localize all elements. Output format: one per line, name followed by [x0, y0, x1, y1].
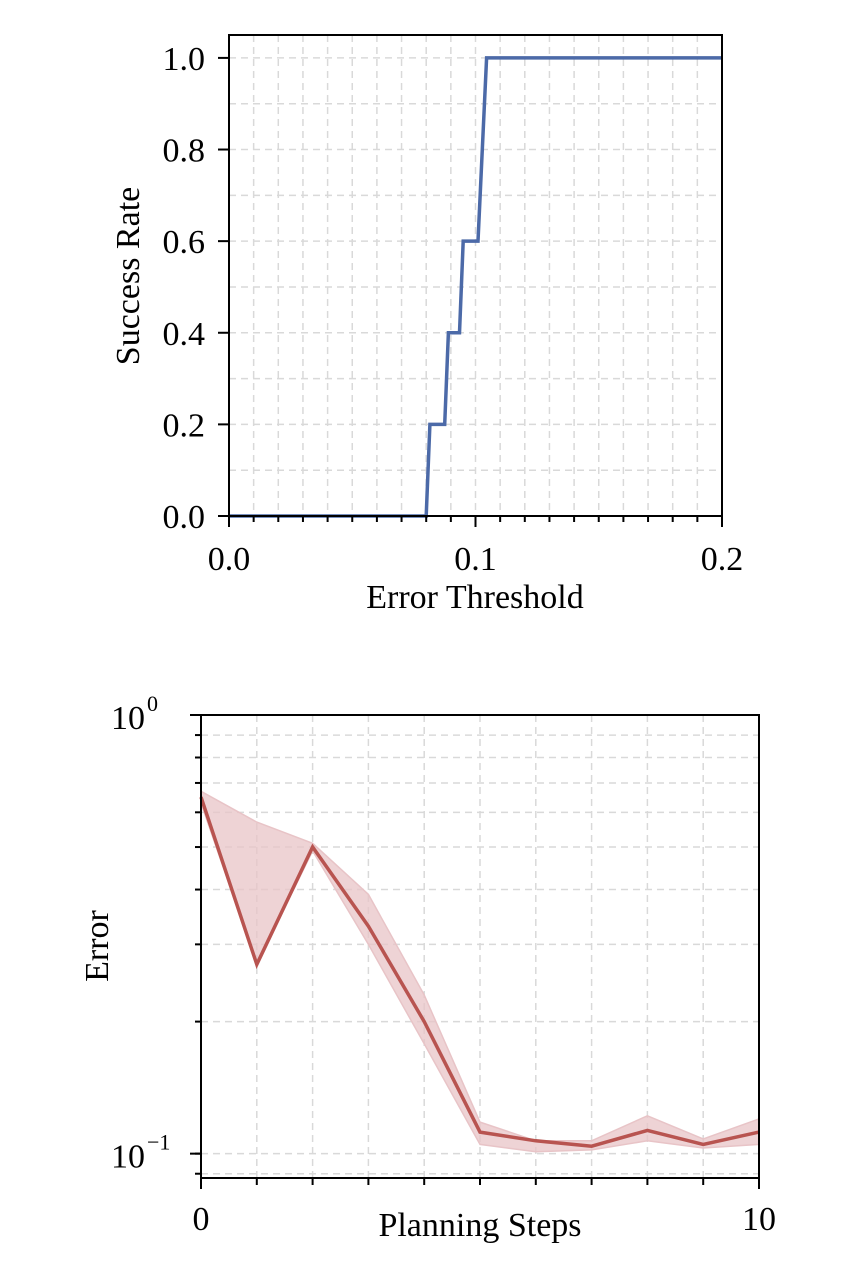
chart2-y-tick-label-exponent: −1	[147, 1130, 170, 1155]
chart1-x-tick-label: 0.2	[701, 541, 744, 578]
chart2-y-tick-label-exponent: 0	[147, 691, 158, 716]
chart1-y-axis-label: Success Rate	[110, 187, 147, 365]
chart1-y-tick-label: 0.0	[163, 499, 206, 536]
chart2-grid	[201, 715, 759, 1178]
chart2-error-line	[199, 796, 760, 1148]
chart1-series	[229, 56, 722, 518]
chart1-grid	[229, 35, 722, 516]
chart1-x-axis-label: Error Threshold	[366, 579, 583, 616]
chart2-x-tick-label: 10	[742, 1201, 776, 1238]
chart2-y-tick-label-base: 10	[111, 1139, 145, 1176]
chart1-x-tick-label: 0.1	[454, 541, 497, 578]
chart2-y-tick-label-base: 10	[111, 700, 145, 737]
chart1-ticks: 0.0 0.1 0.2 0.0 0.2 0.4 0.6 0.8 1.0	[163, 41, 744, 578]
chart1-y-tick-label: 0.4	[163, 316, 206, 353]
chart1-y-tick-label: 0.8	[163, 133, 206, 170]
chart1-y-tick-label: 1.0	[163, 41, 206, 78]
chart1-success-line	[229, 56, 722, 518]
chart2-y-axis-label: Error	[79, 909, 116, 981]
chart1-x-tick-label: 0.0	[208, 541, 251, 578]
chart2-x-axis-label: Planning Steps	[378, 1207, 581, 1244]
chart2-x-tick-label: 0	[193, 1201, 210, 1238]
success-rate-chart: 0.0 0.1 0.2 0.0 0.2 0.4 0.6 0.8 1.0 Error Thresh…	[110, 34, 744, 616]
chart1-y-tick-label: 0.6	[163, 224, 206, 261]
chart1-y-tick-label: 0.2	[163, 407, 206, 444]
